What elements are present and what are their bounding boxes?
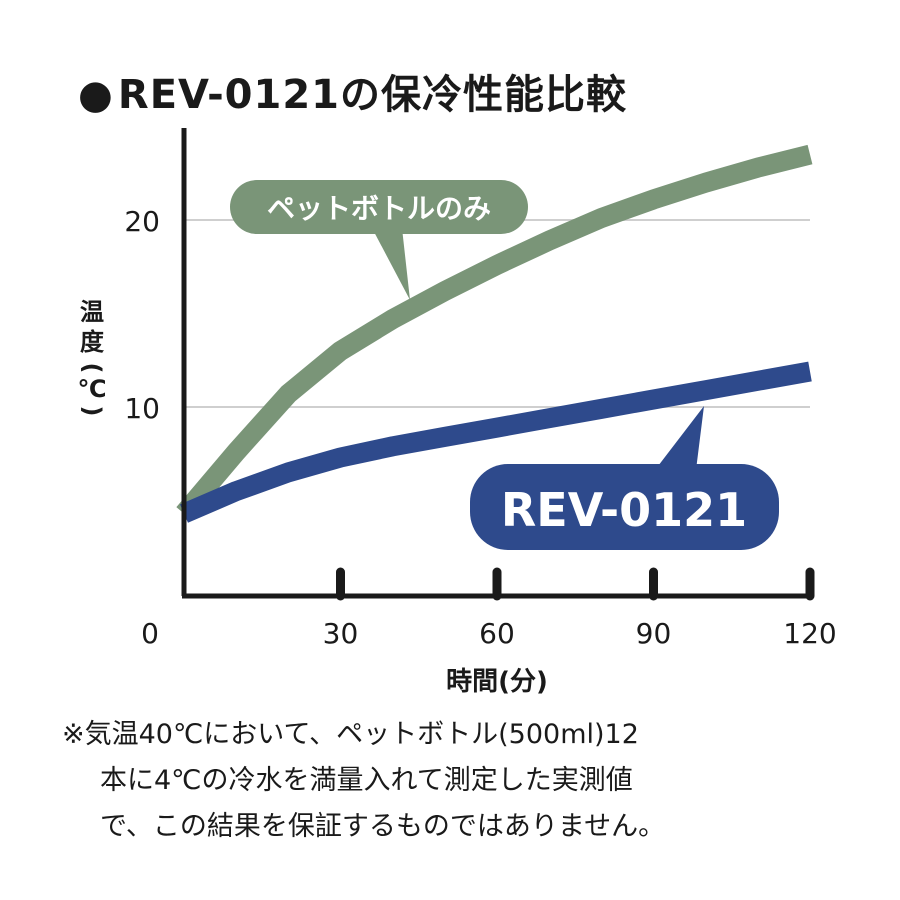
series-line-2: [180, 361, 812, 523]
ytick-label: 20: [124, 205, 160, 238]
callout-series-1: ペットボトルのみ: [230, 180, 528, 300]
label-layer: 10 20 30 60 90 120 0 時間(分) 温度 (℃): [77, 205, 836, 697]
y-axis-label: 温度 (℃): [77, 298, 106, 416]
series-layer: [176, 144, 813, 523]
disclaimer-note: ※気温40℃において、ペットボトル(500ml)12 本に4℃の冷水を満量入れて…: [62, 712, 665, 850]
callout-1-pointer: [372, 228, 410, 300]
y-axis-label-char: 度: [80, 328, 105, 356]
chart-title: ● REV-0121の保冷性能比較: [78, 62, 627, 120]
note-line-2: 本に4℃の冷水を満量入れて測定した実測値: [100, 765, 633, 796]
xtick-label: 120: [783, 617, 836, 650]
xtick-label: 90: [636, 617, 672, 650]
callout-2-label: REV-0121: [501, 483, 747, 537]
callout-layer: ペットボトルのみ REV-0121: [230, 180, 779, 550]
callout-2-pointer: [655, 406, 704, 470]
ytick-label: 10: [124, 392, 160, 425]
y-axis-label-char: ℃: [77, 375, 106, 403]
callout-1-label: ペットボトルのみ: [267, 192, 491, 225]
y-axis-label-char: ): [78, 406, 106, 417]
callout-1-bubble: [230, 180, 528, 234]
y-axis-label-char: 温: [80, 298, 104, 326]
title-text: REV-0121の保冷性能比較: [117, 72, 628, 118]
axis-layer: [181, 128, 815, 601]
origin-label: 0: [141, 617, 159, 650]
series-line-1: [176, 144, 813, 521]
y-axis-label-char: (: [78, 363, 106, 374]
title-bullet: ●: [78, 72, 114, 118]
note-line-1: ※気温40℃において、ペットボトル(500ml)12: [62, 719, 639, 750]
callout-2-bubble: [470, 464, 779, 550]
callout-series-2: REV-0121: [470, 406, 779, 550]
xtick-label: 60: [479, 617, 515, 650]
x-axis-label: 時間(分): [446, 667, 548, 697]
note-line-3: で、この結果を保証するものではありません。: [100, 811, 666, 842]
xtick-label: 30: [323, 617, 359, 650]
